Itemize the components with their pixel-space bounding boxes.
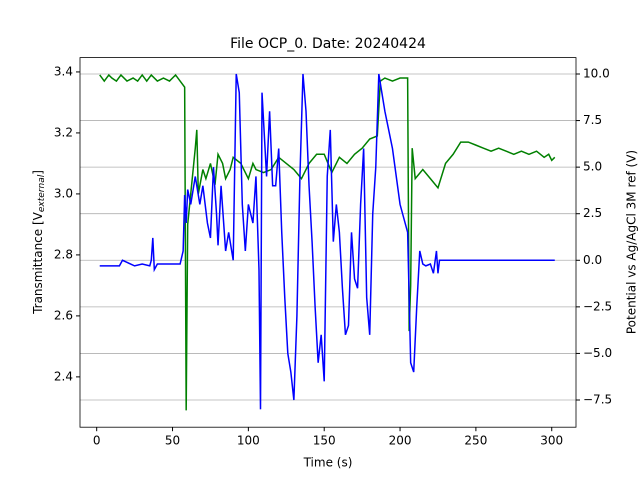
x-tick-label: 200: [389, 434, 412, 448]
y2-tick-label: 5.0: [583, 160, 602, 174]
y2-axis-label: Potential vs Ag/AgCl 3M ref (V): [625, 150, 639, 334]
y-label-main: Transmittance [V: [31, 211, 45, 315]
plot-frame: [79, 57, 577, 428]
y-label-sub: external: [37, 174, 47, 212]
x-tick-label: 50: [165, 434, 180, 448]
y2-tick-label: −2.5: [583, 299, 612, 313]
y-label-end: ]: [31, 170, 45, 175]
y2-tick-label: 0.0: [583, 253, 602, 267]
x-tick-label: 150: [313, 434, 336, 448]
x-tick-label: 250: [464, 434, 487, 448]
y2-tick-label: 2.5: [583, 206, 602, 220]
y-axis-label: Transmittance [Vexternal]: [31, 170, 47, 315]
y-tick-label: 3.2: [54, 125, 73, 139]
x-tick-label: 0: [93, 434, 101, 448]
chart-title: File OCP_0. Date: 20240424: [230, 36, 426, 52]
x-axis-label: Time (s): [303, 456, 353, 470]
y-tick-label: 3.4: [54, 64, 73, 78]
y2-tick-label: 10.0: [583, 66, 610, 80]
y-tick-label: 3.0: [54, 186, 73, 200]
x-tick-label: 100: [237, 434, 260, 448]
y2-tick-label: −7.5: [583, 393, 612, 407]
y-tick-label: 2.4: [54, 369, 73, 383]
data-line: [99, 73, 556, 411]
x-tick-label: 300: [540, 434, 563, 448]
data-line: [99, 73, 555, 410]
y2-tick-label: 7.5: [583, 113, 602, 127]
y-tick-label: 2.6: [54, 308, 73, 322]
y-tick-label: 2.8: [54, 247, 73, 261]
y2-tick-label: −5.0: [583, 346, 612, 360]
